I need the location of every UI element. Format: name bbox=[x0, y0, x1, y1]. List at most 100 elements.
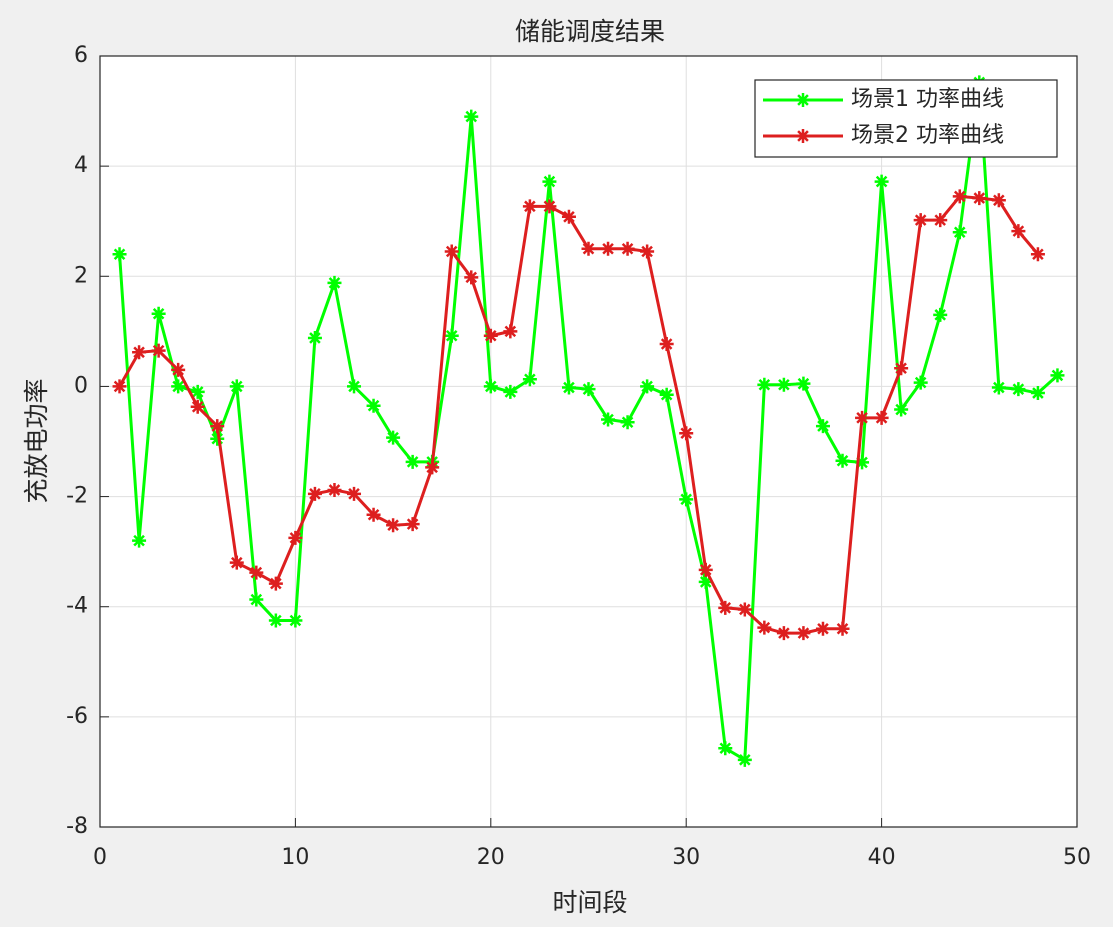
marker bbox=[444, 328, 459, 343]
legend-marker bbox=[796, 129, 810, 143]
marker bbox=[620, 415, 635, 430]
marker bbox=[952, 189, 967, 204]
y-tick-label: 4 bbox=[74, 153, 88, 178]
marker bbox=[561, 380, 576, 395]
marker bbox=[503, 384, 518, 399]
marker bbox=[464, 270, 479, 285]
marker bbox=[1011, 382, 1026, 397]
marker bbox=[776, 377, 791, 392]
marker bbox=[483, 379, 498, 394]
marker bbox=[171, 362, 186, 377]
marker bbox=[386, 518, 401, 533]
marker bbox=[776, 626, 791, 641]
marker bbox=[210, 431, 225, 446]
marker bbox=[190, 384, 205, 399]
marker bbox=[229, 379, 244, 394]
marker bbox=[347, 486, 362, 501]
marker bbox=[913, 213, 928, 228]
y-tick-label: 6 bbox=[74, 43, 88, 68]
axes-box bbox=[99, 55, 1078, 828]
marker bbox=[581, 241, 596, 256]
marker bbox=[913, 375, 928, 390]
marker bbox=[659, 387, 674, 402]
marker bbox=[444, 244, 459, 259]
marker bbox=[698, 574, 713, 589]
x-tick-label: 20 bbox=[477, 845, 505, 870]
marker bbox=[659, 337, 674, 352]
marker bbox=[327, 482, 342, 497]
marker bbox=[288, 530, 303, 545]
marker bbox=[1030, 247, 1045, 262]
marker bbox=[151, 306, 166, 321]
marker bbox=[835, 453, 850, 468]
marker bbox=[347, 379, 362, 394]
marker bbox=[952, 225, 967, 240]
marker bbox=[386, 430, 401, 445]
marker bbox=[855, 410, 870, 425]
marker bbox=[640, 244, 655, 259]
x-tick-label: 0 bbox=[93, 845, 107, 870]
x-tick-label: 10 bbox=[281, 845, 309, 870]
legend-label: 场景2 功率曲线 bbox=[851, 123, 1004, 148]
marker bbox=[522, 199, 537, 214]
marker bbox=[464, 109, 479, 124]
marker bbox=[503, 324, 518, 339]
marker bbox=[991, 193, 1006, 208]
marker bbox=[327, 275, 342, 290]
marker bbox=[796, 626, 811, 641]
marker bbox=[972, 191, 987, 206]
y-tick-label: 0 bbox=[74, 373, 88, 398]
marker bbox=[171, 379, 186, 394]
legend-box bbox=[754, 79, 1058, 158]
y-tick-label: -4 bbox=[66, 594, 88, 619]
marker bbox=[405, 517, 420, 532]
marker bbox=[425, 460, 440, 475]
marker bbox=[737, 602, 752, 617]
marker bbox=[268, 613, 283, 628]
marker bbox=[366, 507, 381, 522]
marker bbox=[737, 752, 752, 767]
marker bbox=[1030, 386, 1045, 401]
marker bbox=[679, 492, 694, 507]
marker bbox=[542, 174, 557, 189]
marker bbox=[835, 621, 850, 636]
marker bbox=[366, 398, 381, 413]
marker bbox=[483, 328, 498, 343]
marker bbox=[307, 486, 322, 501]
marker bbox=[561, 209, 576, 224]
marker bbox=[132, 533, 147, 548]
marker bbox=[815, 621, 830, 636]
marker bbox=[679, 426, 694, 441]
marker bbox=[894, 361, 909, 376]
y-tick-label: -2 bbox=[66, 484, 88, 509]
y-tick-label: -8 bbox=[66, 814, 88, 839]
x-axis-label: 时间段 bbox=[552, 888, 627, 917]
chart-title: 储能调度结果 bbox=[515, 17, 665, 46]
marker bbox=[620, 241, 635, 256]
marker bbox=[522, 372, 537, 387]
marker bbox=[268, 576, 283, 591]
x-tick-label: 30 bbox=[672, 845, 700, 870]
y-tick-label: 2 bbox=[74, 263, 88, 288]
marker bbox=[112, 247, 127, 262]
marker bbox=[405, 454, 420, 469]
marker bbox=[1050, 368, 1065, 383]
marker bbox=[796, 376, 811, 391]
marker bbox=[542, 199, 557, 214]
marker bbox=[874, 174, 889, 189]
marker bbox=[601, 412, 616, 427]
marker bbox=[640, 379, 655, 394]
marker bbox=[190, 399, 205, 414]
marker bbox=[894, 402, 909, 417]
marker bbox=[991, 380, 1006, 395]
marker bbox=[210, 419, 225, 434]
marker bbox=[249, 592, 264, 607]
marker bbox=[229, 555, 244, 570]
marker bbox=[112, 379, 127, 394]
marker bbox=[874, 410, 889, 425]
marker bbox=[718, 741, 733, 756]
y-axis-label: 充放电功率 bbox=[22, 378, 51, 503]
marker bbox=[855, 455, 870, 470]
